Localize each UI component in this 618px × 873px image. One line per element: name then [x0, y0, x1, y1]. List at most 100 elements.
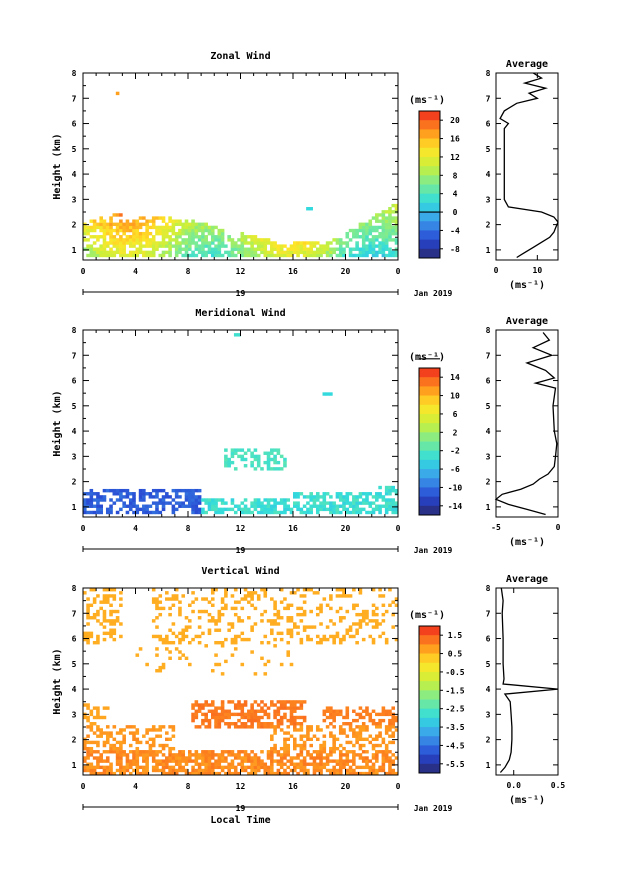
- colorbar-segment: [419, 754, 440, 765]
- y-tick-label: 1: [72, 246, 77, 255]
- avg-y-tick-label: 4: [486, 170, 491, 179]
- colorbar-unit: (ms⁻¹): [409, 610, 445, 621]
- avg-y-tick-label: 5: [486, 660, 491, 669]
- colorbar-segment: [419, 193, 440, 204]
- colorbar-segment: [419, 413, 440, 424]
- y-tick-label: 8: [72, 69, 77, 78]
- colorbar-segment: [419, 626, 440, 636]
- colorbar-segment: [419, 386, 440, 396]
- colorbar-segment: [419, 496, 440, 507]
- colorbar-tick-label: -3.5: [445, 723, 464, 732]
- day-label: 19: [236, 804, 246, 813]
- x-tick-label: 8: [186, 267, 191, 276]
- date-label: Jan 2019: [414, 546, 453, 555]
- colorbar-segment: [419, 423, 440, 433]
- colorbar-segment: [419, 441, 440, 452]
- colorbar-segment: [419, 156, 440, 167]
- colorbar-segment: [419, 395, 440, 406]
- avg-y-tick-label: 6: [486, 635, 491, 644]
- avg-y-tick-label: 1: [486, 761, 491, 770]
- avg-y-tick-label: 7: [486, 609, 491, 618]
- avg-y-tick-label: 2: [486, 478, 491, 487]
- avg-y-tick-label: 5: [486, 402, 491, 411]
- avg-y-tick-label: 3: [486, 710, 491, 719]
- colorbar-frame: [418, 367, 441, 516]
- colorbar-segment: [419, 239, 440, 250]
- colorbar-tick-label: -2: [450, 447, 460, 456]
- avg-y-tick-label: 3: [486, 452, 491, 461]
- average-title: Average: [506, 574, 548, 585]
- y-tick-label: 8: [72, 326, 77, 335]
- colorbar: 20 16 12 8 4 0 -4 -8: [418, 110, 460, 259]
- x-tick-label: 20: [341, 267, 351, 276]
- panel-title: Meridional Wind: [195, 307, 285, 319]
- avg-y-tick-label: 7: [486, 351, 491, 360]
- colorbar-frame: [418, 625, 441, 774]
- colorbar-segment: [419, 202, 440, 213]
- colorbar-segment: [419, 635, 440, 645]
- avg-x-label: (ms⁻¹): [509, 537, 545, 548]
- y-tick-label: 5: [72, 660, 77, 669]
- colorbar-unit: (ms⁻¹): [409, 352, 445, 363]
- x-tick-label: 20: [341, 524, 351, 533]
- x-tick-label: 16: [288, 782, 298, 791]
- date-label: Jan 2019: [414, 289, 453, 298]
- average-profile: Average 1 2 3 4 5 6 7 8 0 10 (ms⁻¹): [486, 59, 559, 291]
- colorbar-segment: [419, 699, 440, 710]
- colorbar-tick-label: 1.5: [448, 631, 463, 640]
- x-tick-label: 0: [396, 524, 401, 533]
- heatmap-cells: [83, 588, 399, 776]
- colorbar-segment: [419, 404, 440, 415]
- x-tick-label: 12: [236, 782, 246, 791]
- y-tick-label: 7: [72, 609, 77, 618]
- colorbar-tick-label: -0.5: [445, 668, 464, 677]
- y-tick-label: 7: [72, 94, 77, 103]
- average-frame: [495, 329, 559, 518]
- average-title: Average: [506, 316, 548, 327]
- day-label: 19: [236, 289, 246, 298]
- colorbar-segment: [419, 459, 440, 470]
- colorbar-tick-label: -5.5: [445, 760, 464, 769]
- colorbar-tick-label: 20: [450, 116, 460, 125]
- y-tick-label: 6: [72, 120, 77, 129]
- colorbar-segment: [419, 129, 440, 139]
- y-tick-label: 8: [72, 584, 77, 593]
- colorbar-segment: [419, 184, 440, 195]
- average-profile: Average 1 2 3 4 5 6 7 8 -5 0 (ms⁻¹): [486, 316, 561, 548]
- y-tick-label: 2: [72, 736, 77, 745]
- avg-y-tick-label: 6: [486, 377, 491, 386]
- average-frame: [495, 587, 559, 776]
- colorbar-segment: [419, 708, 440, 719]
- avg-y-tick-label: 6: [486, 120, 491, 129]
- avg-y-tick-label: 4: [486, 685, 491, 694]
- colorbar-tick-label: -4: [450, 226, 460, 235]
- colorbar-segment: [419, 736, 440, 746]
- avg-y-tick-label: 8: [486, 326, 491, 335]
- colorbar-segment: [419, 717, 440, 728]
- colorbar-tick-label: -6: [450, 465, 460, 474]
- colorbar-tick-label: 14: [450, 373, 460, 382]
- x-tick-label: 16: [288, 524, 298, 533]
- x-tick-label: 20: [341, 782, 351, 791]
- colorbar-tick-label: 4: [453, 190, 458, 199]
- x-axis-label: Local Time: [210, 814, 270, 826]
- colorbar-segment: [419, 111, 440, 121]
- colorbar-tick-label: 8: [453, 171, 458, 180]
- x-tick-label: 0: [396, 782, 401, 791]
- avg-y-tick-label: 8: [486, 584, 491, 593]
- average-frame: [495, 72, 559, 261]
- colorbar-segment: [419, 248, 440, 259]
- x-tick-label: 12: [236, 524, 246, 533]
- colorbar-unit: (ms⁻¹): [409, 95, 445, 106]
- date-label: Jan 2019: [414, 804, 453, 813]
- colorbar-tick-label: -1.5: [445, 686, 464, 695]
- colorbar-tick-label: -14: [448, 502, 463, 511]
- colorbar-segment: [419, 505, 440, 516]
- colorbar-segment: [419, 230, 440, 241]
- y-axis-label: Height (km): [51, 133, 63, 199]
- avg-y-tick-label: 2: [486, 736, 491, 745]
- x-tick-label: 0: [81, 267, 86, 276]
